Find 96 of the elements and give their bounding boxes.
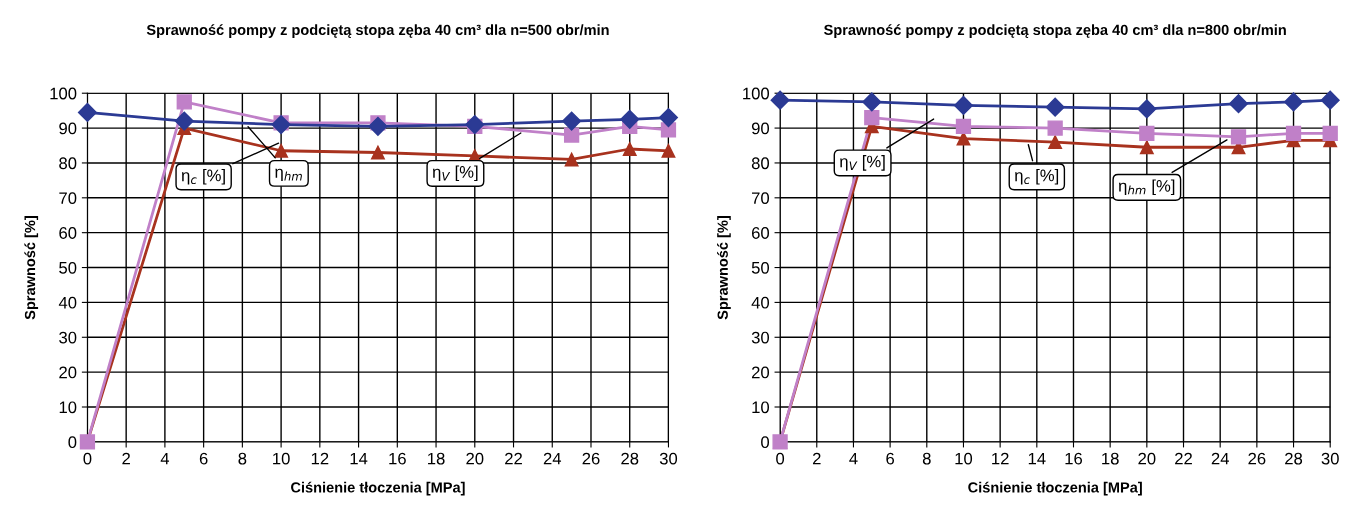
annotation: η$_{V}$ [%] — [840, 155, 885, 171]
x-tick-label: 26 — [582, 452, 600, 465]
y-tick-label: 50 — [751, 261, 770, 274]
y-tick-label: 100 — [743, 87, 770, 100]
x-tick-label: 8 — [238, 452, 247, 465]
x-tick-label: 10 — [955, 452, 973, 465]
x-tick-label: 12 — [311, 452, 329, 465]
x-tick-label: 22 — [1175, 452, 1192, 465]
point — [370, 145, 385, 160]
point — [955, 118, 972, 134]
y-tick-label: 70 — [752, 192, 770, 205]
x-tick-label: 22 — [505, 452, 522, 465]
point — [1230, 129, 1247, 145]
x-tick-label: 0 — [83, 452, 92, 465]
x-tick-label: 12 — [992, 452, 1009, 465]
chart-title: Sprawność pompy z podciętą stopa zęba 40 cm³ dla n=800 obr/min — [824, 24, 1286, 38]
y-axis-title: Sprawność [%] — [24, 216, 39, 320]
y-tick-label: 10 — [59, 401, 77, 414]
point — [77, 102, 97, 122]
y-tick-label: 40 — [751, 296, 770, 309]
point — [174, 111, 194, 131]
point — [1322, 125, 1338, 141]
x-tick-label: 6 — [886, 452, 895, 465]
y-tick-label: 80 — [751, 157, 770, 170]
x-tick-label: 2 — [812, 452, 821, 465]
x-tick-label: 4 — [160, 452, 170, 465]
x-tick-label: 18 — [1102, 452, 1119, 465]
point — [1137, 99, 1157, 119]
x-tick-label: 16 — [1065, 452, 1083, 465]
point — [661, 143, 676, 158]
point — [1045, 97, 1065, 117]
x-tick-label: 26 — [1248, 452, 1266, 465]
y-tick-label: 90 — [59, 122, 77, 135]
x-tick-label: 18 — [428, 452, 445, 465]
y-tick-label: 90 — [751, 122, 770, 135]
point — [620, 109, 640, 129]
x-axis-title: Ciśnienie tłoczenia [MPa] — [291, 481, 465, 496]
y-tick-label: 20 — [751, 366, 770, 379]
x-tick-label: 14 — [1028, 452, 1046, 465]
x-tick-label: 24 — [543, 452, 562, 465]
x-tick-label: 28 — [621, 452, 639, 465]
x-tick-label: 30 — [659, 452, 678, 465]
y-tick-label: 60 — [751, 227, 770, 239]
x-tick-label: 28 — [1285, 452, 1303, 465]
y-tick-label: 0 — [761, 436, 770, 449]
y-tick-label: 60 — [59, 227, 77, 239]
chart-title: Sprawność pompy z podciętą stopa zęba 40 cm³ dla n=500 obr/min — [146, 24, 609, 38]
point — [176, 94, 192, 110]
point — [622, 142, 637, 156]
x-tick-label: 14 — [350, 452, 368, 465]
point — [770, 90, 790, 110]
y-tick-label: 80 — [59, 157, 77, 170]
point — [862, 92, 882, 112]
point — [562, 111, 582, 131]
x-tick-label: 30 — [1321, 452, 1339, 465]
y-tick-label: 10 — [752, 401, 770, 414]
x-tick-label: 2 — [122, 452, 130, 465]
point — [1139, 140, 1154, 155]
x-tick-label: 24 — [1211, 452, 1229, 465]
point — [1320, 90, 1340, 110]
point — [563, 127, 580, 143]
annotation: η$_{c}$ [%] — [181, 169, 225, 185]
y-tick-label: 0 — [68, 436, 77, 449]
y-tick-label: 30 — [59, 331, 77, 344]
y-tick-label: 20 — [59, 366, 77, 379]
annotation: η$_{hm}$ [%] — [1118, 179, 1175, 196]
point — [864, 109, 880, 126]
x-tick-label: 16 — [389, 452, 406, 465]
y-tick-label: 50 — [59, 261, 77, 274]
point — [1139, 125, 1155, 141]
annotation: η$_{hm}$ — [275, 168, 302, 182]
point — [1228, 94, 1249, 114]
y-axis-title: Sprawność [%] — [717, 216, 731, 320]
point — [564, 152, 579, 167]
y-tick-label: 40 — [58, 296, 77, 309]
annotation: η$_{c}$ [%] — [1015, 169, 1059, 185]
x-tick-label: 20 — [1138, 452, 1156, 465]
point — [1048, 135, 1063, 149]
x-axis-title: Ciśnienie tłoczenia [MPa] — [968, 481, 1142, 496]
point — [1283, 92, 1304, 112]
y-tick-label: 100 — [50, 87, 77, 100]
x-tick-label: 10 — [273, 452, 290, 465]
point — [368, 116, 388, 136]
point — [1285, 125, 1302, 141]
point — [658, 108, 678, 128]
x-tick-label: 4 — [849, 452, 858, 465]
x-tick-label: 8 — [922, 452, 931, 465]
y-tick-label: 70 — [59, 192, 77, 205]
x-tick-label: 0 — [776, 452, 785, 465]
point — [953, 95, 974, 115]
annotation: η$_{V}$ [%] — [432, 165, 478, 182]
point — [274, 143, 289, 158]
x-tick-label: 20 — [466, 452, 484, 465]
point — [1047, 120, 1063, 136]
y-tick-label: 30 — [751, 331, 770, 344]
x-tick-label: 6 — [199, 452, 208, 465]
